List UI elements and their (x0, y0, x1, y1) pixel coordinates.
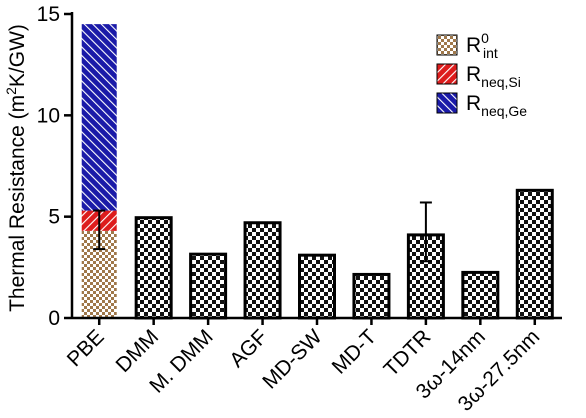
error-bars-layer (93, 201, 432, 263)
y-tick-label-2: 5 (48, 206, 60, 229)
y-axis-title-sup: 2 (3, 87, 19, 95)
bar-3 (189, 252, 228, 320)
bar-2 (134, 216, 173, 320)
x-tick-label-1: PBE (63, 325, 109, 371)
y-tick-label-4: 15 (37, 3, 60, 26)
y-axis-title: Thermal Resistance (m2K/GW) (3, 24, 29, 312)
bars-layer (81, 24, 554, 320)
bar-8 (461, 270, 500, 320)
x-tick-label-4: AGF (225, 325, 272, 372)
y-tick-label-3: 10 (37, 104, 60, 127)
legend-swatch-2 (436, 63, 458, 85)
x-tick-label-2: DMM (111, 325, 163, 377)
bar-4 (243, 221, 282, 320)
legend-swatch-3 (436, 92, 458, 114)
legend-label-1: R0 int (466, 30, 498, 61)
y-axis-title-main: Thermal Resistance (m (6, 95, 29, 312)
y-tick-label-1: 0 (48, 307, 60, 330)
x-tick-label-5: MD-SW (258, 325, 326, 393)
legend-label-2: Rneq,Si (466, 63, 521, 90)
y-axis-title-tail: K/GW) (6, 24, 29, 87)
legend-swatch-1 (436, 34, 458, 56)
bar-9 (515, 188, 554, 320)
bar-segment-3 (81, 24, 117, 211)
bar-6 (352, 272, 391, 320)
bar-5 (298, 253, 336, 320)
legend-label-3: Rneq,Ge (466, 92, 527, 119)
x-tick-label-6: MD-T (328, 325, 381, 378)
